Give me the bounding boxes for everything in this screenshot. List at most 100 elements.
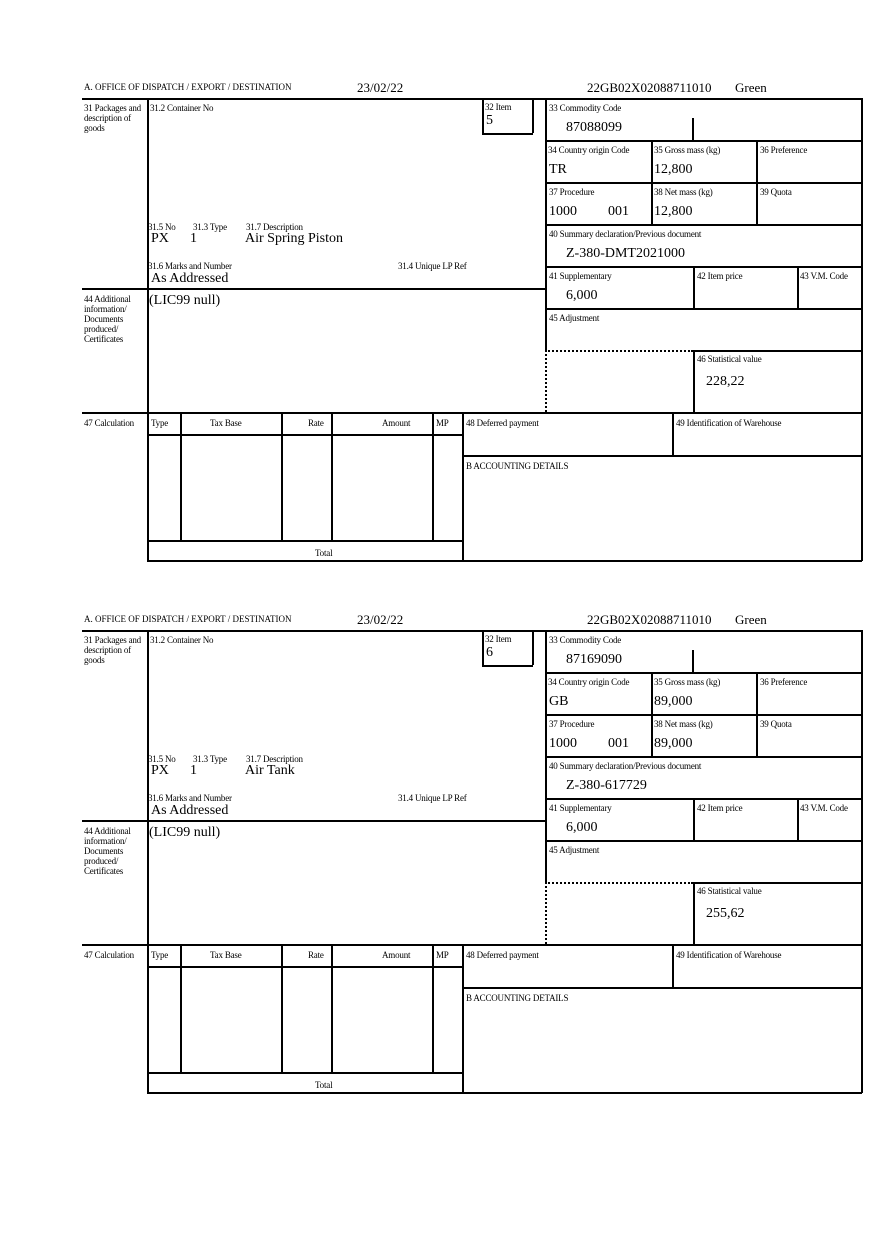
divider-horizontal — [545, 224, 862, 226]
supplementary-value: 6,000 — [566, 820, 598, 835]
divider-horizontal — [482, 665, 533, 667]
divider-vertical — [756, 672, 758, 756]
divider-vertical — [672, 412, 674, 455]
pkg-no-value: PX — [151, 763, 169, 778]
divider-horizontal — [482, 133, 533, 135]
pkg-type-value: 1 — [190, 231, 197, 246]
divider-horizontal — [545, 672, 862, 674]
item-number: 5 — [486, 113, 493, 128]
commodity-label: 33 Commodity Code — [549, 103, 622, 113]
divider-vertical — [693, 798, 695, 840]
divider-vertical — [692, 650, 694, 672]
gross-mass-label: 35 Gross mass (kg) — [654, 145, 721, 155]
supplementary-value: 6,000 — [566, 288, 598, 303]
calc-amount-header: Amount — [382, 950, 411, 960]
divider-horizontal — [82, 944, 862, 946]
divider-horizontal — [545, 308, 862, 310]
divider-vertical — [432, 412, 434, 540]
statistical-value-label: 46 Statistical value — [697, 886, 762, 896]
quota-label: 39 Quota — [760, 719, 792, 729]
calc-type-header: Type — [151, 950, 169, 960]
divider-horizontal — [147, 966, 462, 968]
declaration-date: 23/02/22 — [357, 612, 404, 627]
commodity-value: 87088099 — [566, 120, 622, 135]
divider-vertical — [331, 412, 333, 540]
divider-vertical — [692, 118, 694, 140]
supplementary-label: 41 Supplementary — [549, 803, 612, 813]
divider-vertical — [281, 412, 283, 540]
description-value: Air Tank — [245, 763, 295, 778]
route-colour: Green — [735, 80, 767, 95]
adjustment-label: 45 Adjustment — [549, 845, 600, 855]
divider-horizontal — [462, 987, 862, 989]
statistical-value: 255,62 — [706, 906, 745, 921]
procedure-label: 37 Procedure — [549, 719, 595, 729]
divider-horizontal — [82, 98, 862, 100]
divider-vertical — [797, 266, 799, 308]
divider-vertical — [281, 944, 283, 1072]
divider-horizontal — [82, 412, 862, 414]
description-value: Air Spring Piston — [245, 231, 344, 246]
divider-vertical — [147, 98, 149, 561]
pkg-type-label: 31.3 Type — [193, 222, 227, 232]
customs-declaration-item-2: A. OFFICE OF DISPATCH / EXPORT / DESTINA… — [0, 612, 882, 1112]
additional-info-label: 44 Additional information/ Documents pro… — [84, 294, 131, 344]
divider-vertical — [532, 100, 534, 133]
unique-ref-label: 31.4 Unique LP Ref — [398, 261, 467, 271]
calc-mp-header: MP — [436, 950, 449, 960]
divider-horizontal — [147, 560, 862, 562]
calc-total-label: Total — [315, 1080, 333, 1090]
adjustment-label: 45 Adjustment — [549, 313, 600, 323]
description-label: 31.7 Description — [246, 222, 303, 232]
divider-vertical — [651, 140, 653, 224]
office-header: A. OFFICE OF DISPATCH / EXPORT / DESTINA… — [84, 82, 292, 92]
divider-vertical — [693, 882, 695, 944]
calc-total-label: Total — [315, 548, 333, 558]
additional-info-label: 44 Additional information/ Documents pro… — [84, 826, 131, 876]
pkg-type-label: 31.3 Type — [193, 754, 227, 764]
item-label: 32 Item — [485, 102, 512, 112]
divider-vertical — [693, 350, 695, 412]
summary-label: 40 Summary declaration/Previous document — [549, 761, 702, 771]
divider-horizontal — [82, 288, 545, 290]
marks-label: 31.6 Marks and Number — [148, 261, 232, 271]
additional-info-value: (LIC99 null) — [149, 825, 221, 840]
divider-vertical — [180, 944, 182, 1072]
packages-label: 31 Packages and description of goods — [84, 103, 141, 133]
statistical-value: 228,22 — [706, 374, 745, 389]
net-mass-label: 38 Net mass (kg) — [654, 719, 713, 729]
summary-value: Z-380-617729 — [566, 778, 647, 793]
marks-value: As Addressed — [151, 803, 229, 818]
pkg-no-value: PX — [151, 231, 169, 246]
item-price-label: 42 Item price — [697, 803, 743, 813]
vm-code-label: 43 V.M. Code — [800, 803, 848, 813]
divider-vertical — [432, 944, 434, 1072]
gross-mass-label: 35 Gross mass (kg) — [654, 677, 721, 687]
calc-amount-header: Amount — [382, 418, 411, 428]
origin-label: 34 Country origin Code — [548, 677, 630, 687]
procedure-value: 1000 — [549, 204, 577, 219]
deferred-payment-label: 48 Deferred payment — [466, 950, 539, 960]
divider-vertical — [462, 944, 464, 1092]
supplementary-label: 41 Supplementary — [549, 271, 612, 281]
procedure-label: 37 Procedure — [549, 187, 595, 197]
additional-info-value: (LIC99 null) — [149, 293, 221, 308]
deferred-payment-label: 48 Deferred payment — [466, 418, 539, 428]
divider-horizontal — [147, 1092, 862, 1094]
divider-horizontal — [693, 350, 862, 352]
packages-label: 31 Packages and description of goods — [84, 635, 141, 665]
gross-mass-value: 12,800 — [654, 162, 693, 177]
divider-horizontal — [545, 266, 862, 268]
commodity-value: 87169090 — [566, 652, 622, 667]
warehouse-label: 49 Identification of Warehouse — [676, 418, 782, 428]
marks-value: As Addressed — [151, 271, 229, 286]
item-label: 32 Item — [485, 634, 512, 644]
divider-vertical — [672, 944, 674, 987]
divider-vertical — [545, 350, 547, 412]
divider-horizontal — [545, 798, 862, 800]
declaration-date: 23/02/22 — [357, 80, 404, 95]
divider-horizontal — [82, 820, 545, 822]
net-mass-value: 12,800 — [654, 204, 693, 219]
summary-value: Z-380-DMT2021000 — [566, 246, 685, 261]
divider-vertical — [651, 672, 653, 756]
